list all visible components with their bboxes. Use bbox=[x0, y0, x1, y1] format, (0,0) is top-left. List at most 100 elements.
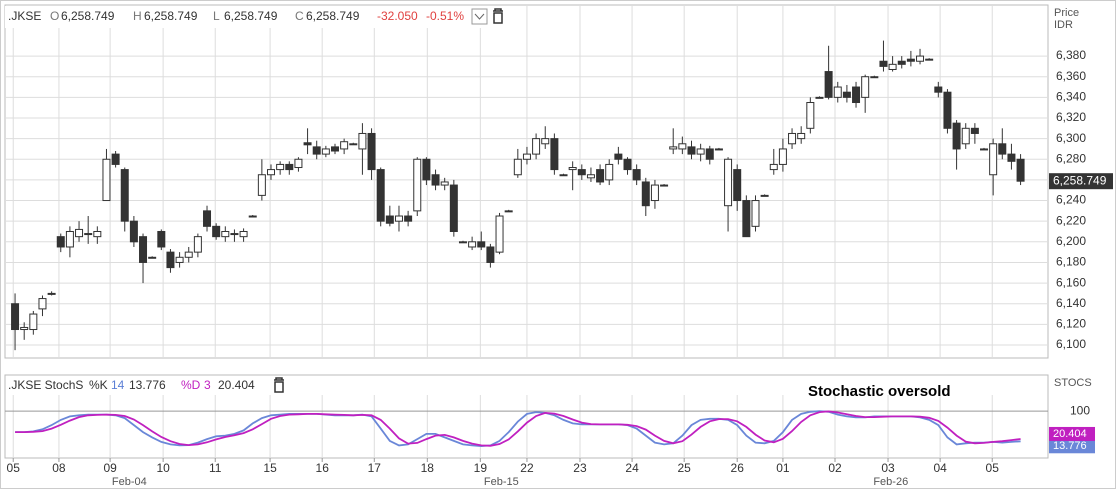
candle-body bbox=[312, 146, 321, 155]
candle-body bbox=[742, 200, 751, 238]
candle-body bbox=[75, 228, 84, 238]
candle-body bbox=[47, 292, 56, 295]
candle-body bbox=[696, 148, 705, 155]
candle-body bbox=[458, 241, 467, 244]
y-tick-label: 100 bbox=[1070, 403, 1090, 417]
candle-body bbox=[669, 146, 678, 150]
candle-body bbox=[888, 63, 897, 70]
candle-body bbox=[349, 143, 358, 146]
y-tick-label: 6,320 bbox=[1056, 110, 1086, 124]
candle-body bbox=[632, 169, 641, 181]
candle-body bbox=[989, 143, 998, 176]
annotation: Stochastic oversold bbox=[808, 383, 951, 400]
y-tick-label: 6,240 bbox=[1056, 193, 1086, 207]
x-tick-label: 17 bbox=[368, 461, 382, 475]
candle-body bbox=[660, 184, 669, 187]
axis-label: IDR bbox=[1054, 19, 1073, 31]
candle-body bbox=[358, 132, 367, 150]
dropdown-button[interactable] bbox=[471, 8, 488, 25]
y-tick-label: 6,180 bbox=[1056, 255, 1086, 269]
candle-body bbox=[367, 132, 376, 171]
y-tick-label: 6,380 bbox=[1056, 48, 1086, 62]
x-tick-label: 19 bbox=[474, 461, 488, 475]
change: -32.050 bbox=[377, 9, 418, 23]
candle-body bbox=[806, 102, 815, 129]
candle-body bbox=[93, 230, 102, 238]
candle-body bbox=[294, 158, 303, 169]
candle-body bbox=[687, 146, 696, 155]
candle-body bbox=[897, 60, 906, 65]
candle-body bbox=[56, 236, 65, 248]
candle-body bbox=[239, 230, 248, 238]
candle-body bbox=[394, 215, 403, 222]
x-tick-label: 03 bbox=[881, 461, 895, 475]
candle-body bbox=[431, 174, 440, 186]
candle-body bbox=[477, 241, 486, 248]
candle-body bbox=[267, 169, 276, 176]
month-label: Feb-04 bbox=[112, 476, 147, 488]
x-tick-label: 05 bbox=[7, 461, 21, 475]
candle-body bbox=[376, 169, 385, 222]
candle-body bbox=[495, 215, 504, 253]
candle-body bbox=[577, 169, 586, 176]
x-tick-label: 23 bbox=[573, 461, 587, 475]
candle-body bbox=[961, 127, 970, 145]
candle-body bbox=[221, 230, 230, 238]
candle-body bbox=[650, 184, 659, 202]
stoch-header: .JKSE StochS %K 14 13.776 %D 3 20.404 St… bbox=[8, 377, 951, 400]
change-pct: -0.51% bbox=[426, 9, 464, 23]
candle-body bbox=[842, 91, 851, 98]
candle-body bbox=[276, 163, 285, 171]
h-value: 6,258.749 bbox=[144, 9, 198, 23]
d-period: 3 bbox=[204, 378, 211, 392]
y-tick-label: 6,360 bbox=[1056, 69, 1086, 83]
candle-body bbox=[870, 76, 879, 79]
candle-body bbox=[641, 181, 650, 207]
candle-body bbox=[84, 233, 93, 236]
o-value: 6,258.749 bbox=[61, 9, 115, 23]
candle-body bbox=[724, 158, 733, 207]
candle-body bbox=[788, 132, 797, 145]
candle-body bbox=[541, 138, 550, 145]
y-tick-label: 6,300 bbox=[1056, 131, 1086, 145]
delete-icon[interactable] bbox=[274, 377, 284, 393]
study-name: .JKSE StochS bbox=[8, 378, 83, 392]
candle-body bbox=[861, 76, 870, 98]
c-value: 6,258.749 bbox=[306, 9, 360, 23]
candle-body bbox=[38, 298, 47, 310]
y-tick-label: 6,120 bbox=[1056, 317, 1086, 331]
price-header: .JKSE O 6,258.749 H 6,258.749 L 6,258.74… bbox=[5, 6, 510, 28]
candle-body bbox=[139, 236, 148, 263]
month-label: Feb-15 bbox=[484, 476, 519, 488]
x-tick-label: 08 bbox=[52, 461, 66, 475]
candle-body bbox=[203, 210, 212, 227]
y-tick-label: 6,140 bbox=[1056, 296, 1086, 310]
candle-body bbox=[20, 326, 29, 331]
candle-body bbox=[586, 174, 595, 179]
candle-body bbox=[120, 169, 129, 222]
series-line bbox=[15, 410, 1021, 448]
y-tick-label: 6,160 bbox=[1056, 275, 1086, 289]
y-tick-label: 6,200 bbox=[1056, 234, 1086, 248]
x-tick-label: 26 bbox=[731, 461, 745, 475]
x-tick-label: 22 bbox=[520, 461, 534, 475]
candle-body bbox=[230, 233, 239, 236]
candle-body bbox=[212, 225, 221, 238]
candle-body bbox=[833, 86, 842, 98]
y-tick-label: 6,220 bbox=[1056, 213, 1086, 227]
last-value-label: 13.776 bbox=[1053, 440, 1087, 452]
d-name: %D bbox=[181, 378, 201, 392]
delete-icon[interactable] bbox=[493, 8, 503, 24]
candle-body bbox=[102, 158, 111, 202]
axis-label: Price bbox=[1054, 7, 1079, 19]
x-tick-label: 04 bbox=[933, 461, 947, 475]
x-tick-label: 16 bbox=[316, 461, 330, 475]
c-label: C bbox=[295, 9, 304, 23]
k-name: %K bbox=[89, 378, 108, 392]
candle-body bbox=[11, 303, 20, 331]
candle-body bbox=[285, 163, 294, 171]
candle-body bbox=[778, 148, 787, 165]
candle-body bbox=[705, 148, 714, 160]
x-tick-label: 05 bbox=[986, 461, 1000, 475]
x-tick-label: 24 bbox=[625, 461, 639, 475]
